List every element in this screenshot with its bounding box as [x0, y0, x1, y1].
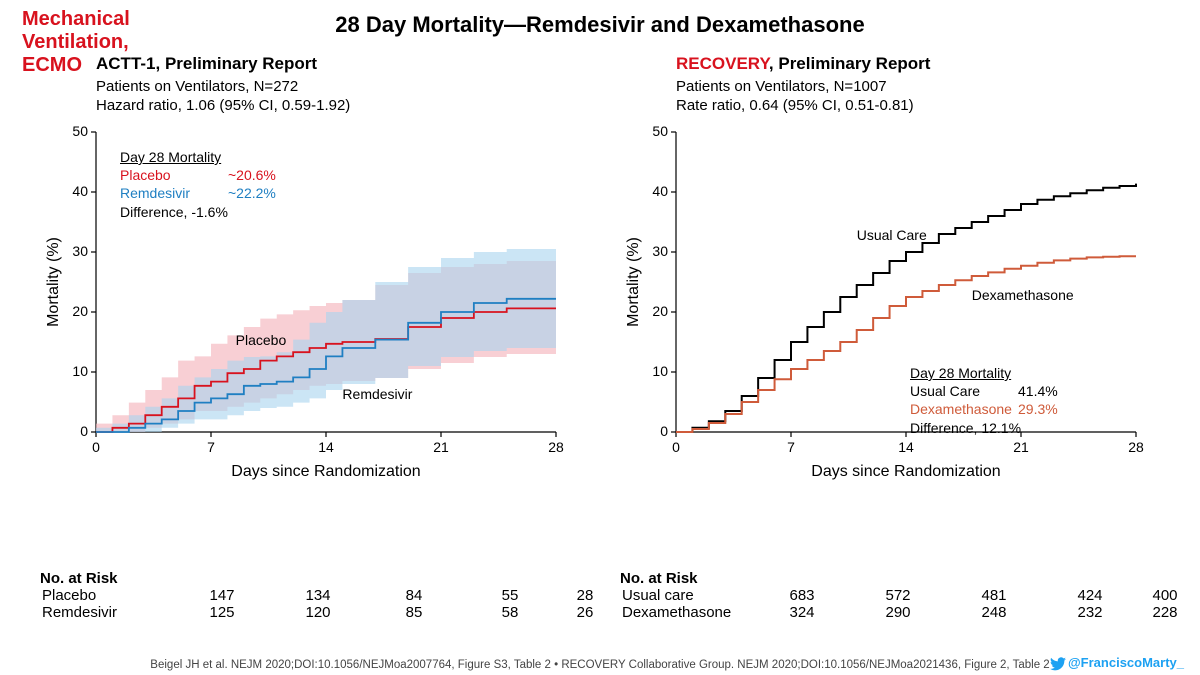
svg-text:50: 50 [72, 123, 88, 139]
svg-text:50: 50 [652, 123, 668, 139]
main-title-text: 28 Day Mortality—Remdesivir and Dexameth… [335, 12, 864, 37]
right-plot-wrap: 0 10 20 30 40 50 0 7 14 21 28 Days since Randomizat… [620, 122, 1160, 486]
svg-text:21: 21 [1013, 439, 1029, 455]
svg-text:Usual Care: Usual Care [857, 227, 927, 243]
main-title: 28 Day Mortality—Remdesivir and Dexameth… [0, 12, 1200, 38]
right-chart: 0 10 20 30 40 50 0 7 14 21 28 Days since Randomizat… [620, 122, 1148, 486]
svg-text:Days since Randomization: Days since Randomization [231, 463, 420, 480]
svg-text:Dexamethasone: Dexamethasone [972, 287, 1074, 303]
svg-text:40: 40 [72, 183, 88, 199]
left-subtitles: Patients on Ventilators, N=272 Hazard ra… [96, 78, 580, 116]
svg-text:Mortality (%): Mortality (%) [45, 237, 62, 327]
page: MechanicalVentilation,ECMO 28 Day Mortal… [0, 0, 1200, 675]
right-title: RECOVERY, Preliminary Report [676, 54, 1160, 74]
svg-text:14: 14 [898, 439, 914, 455]
right-sub2: Rate ratio, 0.64 (95% CI, 0.51-0.81) [676, 97, 1160, 116]
svg-text:0: 0 [80, 423, 88, 439]
left-title: ACTT-1, Preliminary Report [96, 54, 580, 74]
svg-text:7: 7 [207, 439, 215, 455]
left-panel: ACTT-1, Preliminary Report Patients on V… [40, 54, 580, 486]
svg-text:0: 0 [92, 439, 100, 455]
citation: Beigel JH et al. NEJM 2020;DOI:10.1056/N… [0, 659, 1200, 671]
svg-text:Remdesivir: Remdesivir [342, 386, 412, 402]
twitter-bird-icon [1050, 657, 1066, 671]
svg-text:14: 14 [318, 439, 334, 455]
svg-text:20: 20 [652, 303, 668, 319]
left-chart: 0 10 20 30 40 50 0 7 14 21 28 Days since Randomizat… [40, 122, 568, 486]
svg-text:28: 28 [548, 439, 564, 455]
right-title-rest: , Preliminary Report [769, 54, 931, 73]
svg-text:20: 20 [72, 303, 88, 319]
svg-text:Mortality (%): Mortality (%) [625, 237, 642, 327]
svg-text:0: 0 [672, 439, 680, 455]
right-sub1: Patients on Ventilators, N=1007 [676, 78, 1160, 97]
right-panel: RECOVERY, Preliminary Report Patients on… [620, 54, 1160, 486]
svg-text:7: 7 [787, 439, 795, 455]
svg-text:28: 28 [1128, 439, 1144, 455]
left-risk-table: No. at RiskPlacebo147134845528Remdesivir… [40, 570, 612, 621]
svg-text:21: 21 [433, 439, 449, 455]
svg-text:Days since Randomization: Days since Randomization [811, 463, 1000, 480]
svg-text:30: 30 [652, 243, 668, 259]
right-risk-table: No. at RiskUsual care683572481424400Dexa… [620, 570, 1192, 621]
left-plot-wrap: 0 10 20 30 40 50 0 7 14 21 28 Days since Randomizat… [40, 122, 580, 486]
svg-text:Placebo: Placebo [236, 332, 287, 348]
right-title-accent: RECOVERY [676, 54, 769, 73]
svg-text:30: 30 [72, 243, 88, 259]
svg-text:0: 0 [660, 423, 668, 439]
left-sub2: Hazard ratio, 1.06 (95% CI, 0.59-1.92) [96, 97, 580, 116]
left-sub1: Patients on Ventilators, N=272 [96, 78, 580, 97]
twitter-handle: @FranciscoMarty_ [1050, 655, 1184, 671]
svg-text:10: 10 [652, 363, 668, 379]
svg-text:10: 10 [72, 363, 88, 379]
twitter-text: @FranciscoMarty_ [1068, 655, 1184, 670]
panels: ACTT-1, Preliminary Report Patients on V… [40, 54, 1160, 486]
svg-text:40: 40 [652, 183, 668, 199]
right-subtitles: Patients on Ventilators, N=1007 Rate rat… [676, 78, 1160, 116]
